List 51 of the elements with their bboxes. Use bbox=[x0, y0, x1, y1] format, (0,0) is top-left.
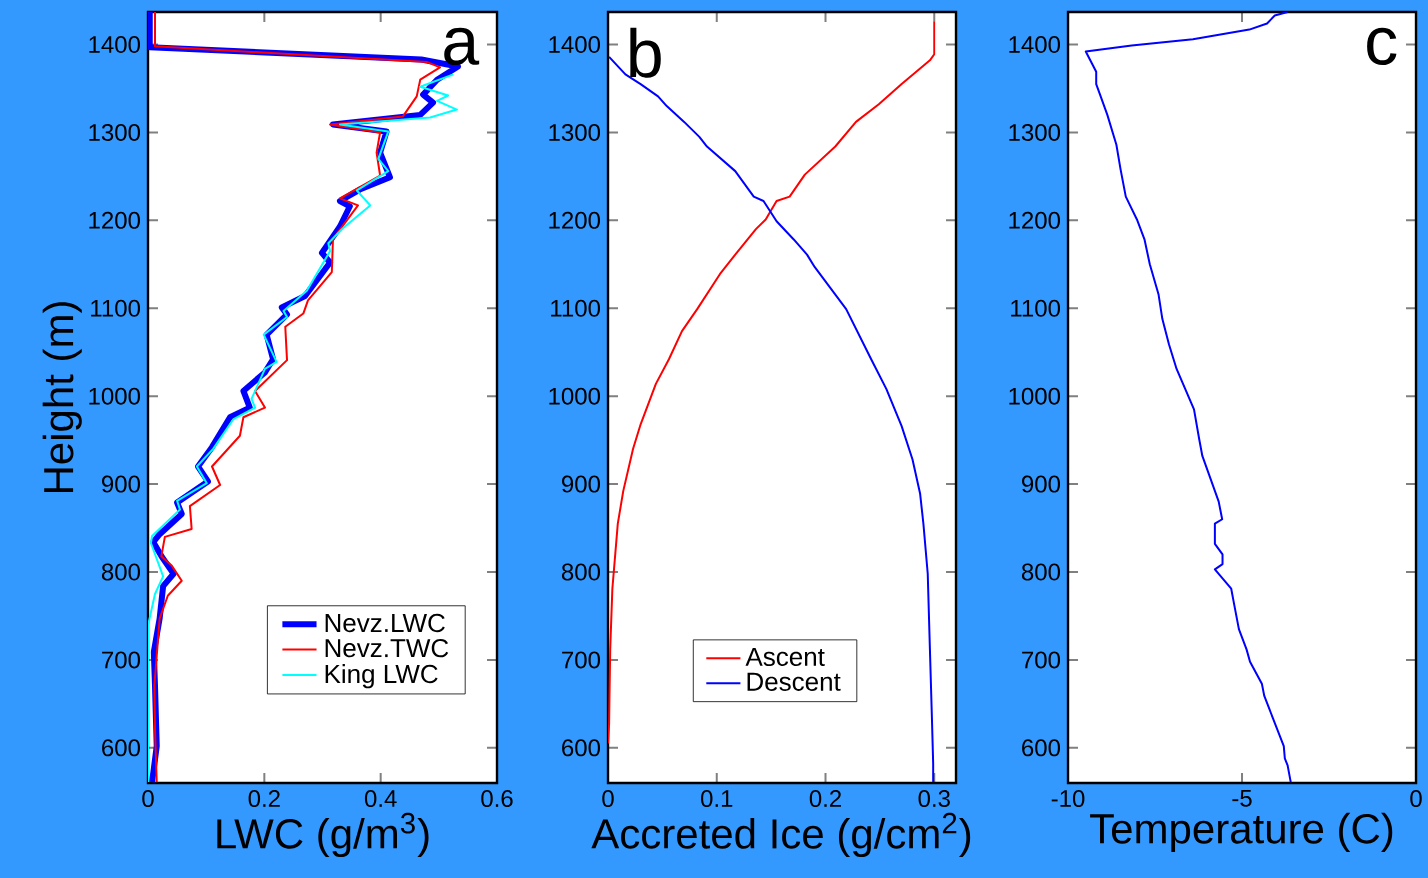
y-tick-label: 1300 bbox=[89, 123, 140, 141]
y-tick-label: 900 bbox=[1022, 475, 1061, 493]
y-tick-label: 700 bbox=[562, 651, 601, 669]
y-tick-label: 1400 bbox=[549, 36, 601, 54]
y-tick-label: 1000 bbox=[89, 387, 140, 405]
y-tick-label: 700 bbox=[102, 651, 140, 669]
y-tick-label: 800 bbox=[561, 563, 601, 581]
x-tick-label: 0.2 bbox=[809, 790, 841, 808]
y-axis-title: Height (m) bbox=[42, 302, 82, 493]
legend-label: Ascent bbox=[745, 647, 825, 667]
x-tick-label: 0.1 bbox=[701, 790, 733, 808]
y-tick-label: 1300 bbox=[549, 123, 601, 141]
y-tick-label: 1200 bbox=[1009, 211, 1061, 229]
y-tick-label: 1400 bbox=[89, 36, 140, 54]
y-tick-label: 700 bbox=[1022, 651, 1061, 669]
y-tick-label: 900 bbox=[102, 475, 140, 493]
x-axis-title: Temperature (C) bbox=[1090, 812, 1393, 852]
line-series bbox=[1084, 12, 1292, 783]
y-tick-label: 1300 bbox=[1009, 123, 1061, 141]
annotation: b bbox=[630, 27, 661, 78]
y-tick-label: 1200 bbox=[89, 211, 140, 229]
x-tick-label: 0.2 bbox=[248, 790, 280, 808]
y-tick-label: 600 bbox=[102, 739, 140, 757]
y-tick-label: 900 bbox=[562, 475, 601, 493]
x-tick-label: -10 bbox=[1051, 790, 1085, 808]
x-axis-title: Accreted Ice (g/cm$^{2}$) bbox=[591, 812, 971, 858]
y-tick-label: 600 bbox=[562, 739, 601, 757]
x-tick-label: 0 bbox=[142, 790, 154, 808]
y-tick-label: 800 bbox=[1021, 563, 1061, 581]
y-tick-label: 1000 bbox=[549, 387, 601, 405]
y-tick-label: 800 bbox=[101, 563, 140, 581]
x-tick-label: 0.4 bbox=[364, 790, 397, 808]
y-tick-label: 1000 bbox=[1009, 387, 1061, 405]
x-tick-label: 0.3 bbox=[918, 790, 950, 808]
y-tick-label: 1100 bbox=[551, 299, 601, 317]
x-tick-label: 0 bbox=[1410, 790, 1422, 808]
y-tick-label: 1100 bbox=[1011, 299, 1061, 317]
annotation: c bbox=[1367, 27, 1397, 66]
annotation: a bbox=[444, 27, 480, 66]
legend-label: Nevz.LWC bbox=[325, 613, 445, 633]
legend-label: Descent bbox=[747, 672, 841, 691]
y-tick-label: 1200 bbox=[549, 211, 601, 229]
legend-label: King LWC bbox=[325, 664, 438, 689]
y-tick-label: 1400 bbox=[1009, 36, 1061, 54]
y-tick-label: 1100 bbox=[91, 299, 141, 317]
x-tick-label: 0 bbox=[602, 790, 614, 808]
legend-label: Nevz.TWC bbox=[325, 638, 449, 658]
x-axis-title: LWC (g/m$^{3}$) bbox=[217, 812, 429, 858]
y-tick-label: 600 bbox=[1022, 739, 1061, 757]
x-tick-label: -5 bbox=[1232, 790, 1252, 807]
x-tick-label: 0.6 bbox=[481, 790, 513, 808]
